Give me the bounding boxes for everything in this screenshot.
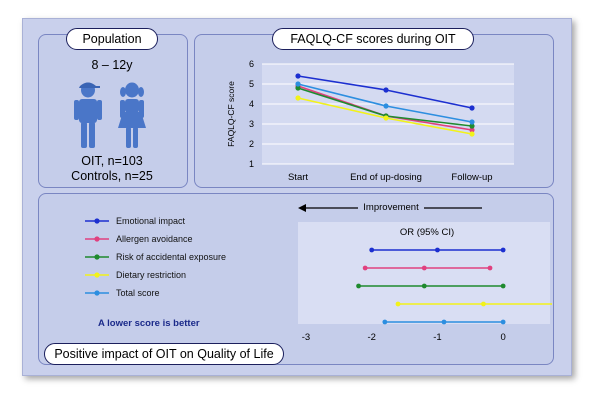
ci-lower-dietary-restriction [395, 301, 401, 307]
legend-swatch [85, 254, 109, 260]
point-dietary-restriction-0 [295, 95, 301, 101]
population-panel [38, 34, 188, 188]
oit-count: OIT, n=103 [81, 154, 143, 168]
legend-label: Emotional impact [116, 216, 186, 226]
point-risk-of-accidental-exposure-0 [295, 85, 301, 91]
point-emotional-impact-0 [295, 73, 301, 79]
legend-swatch-dot [94, 236, 100, 242]
boy-icon [74, 82, 102, 148]
improvement-label: Improvement [363, 202, 419, 213]
legend-swatch [85, 236, 109, 242]
legend-item-total-score: Total score [84, 286, 160, 300]
ci-upper-emotional-impact [500, 247, 506, 253]
forest-x-tick--2: -2 [367, 332, 375, 343]
y-tick-2: 2 [249, 139, 254, 149]
plot-area [262, 64, 514, 164]
x-tick-follow-up: Follow-up [451, 172, 492, 183]
legend-item-risk-of-accidental-exposure: Risk of accidental exposure [84, 250, 226, 264]
estimate-allergen-avoidance [421, 265, 427, 271]
x-tick-end-of-up-dosing: End of up-dosing [350, 172, 422, 183]
y-axis-label: FAQLQ-CF score [226, 81, 236, 147]
ci-lower-total-score [382, 319, 388, 325]
estimate-risk-of-accidental-exposure [421, 283, 427, 289]
point-allergen-avoidance-2 [469, 127, 475, 133]
forest-title: OR (95% CI) [400, 227, 454, 238]
legend-label: Total score [116, 288, 160, 298]
lower-better-note: A lower score is better [98, 318, 200, 329]
forest-legend: Emotional impact Allergen avoidance Risk o… [84, 214, 284, 314]
point-total-score-2 [469, 119, 475, 125]
legend-swatch [85, 218, 109, 224]
point-total-score-1 [383, 103, 389, 109]
ci-lower-allergen-avoidance [362, 265, 368, 271]
estimate-total-score [441, 319, 447, 325]
faqlq-line-chart: 1 2 3 4 5 6 FAQLQ-CF score Start End of up-dosin… [226, 59, 514, 183]
legend-label: Dietary restriction [116, 270, 187, 280]
children-illustration [74, 82, 146, 148]
point-dietary-restriction-2 [469, 131, 475, 137]
ci-upper-total-score [500, 319, 506, 325]
y-tick-4: 4 [249, 99, 254, 109]
faqlq-title: FAQLQ-CF scores during OIT [272, 28, 474, 50]
point-risk-of-accidental-exposure-2 [469, 123, 475, 129]
legend-swatch-dot [94, 218, 100, 224]
improvement-arrow [298, 204, 482, 212]
legend-item-dietary-restriction: Dietary restriction [84, 268, 186, 282]
forest-x-tick-0: 0 [500, 332, 505, 343]
y-tick-5: 5 [249, 79, 254, 89]
point-total-score-0 [295, 81, 301, 87]
forest-x-tick--3: -3 [302, 332, 310, 343]
point-dietary-restriction-1 [383, 115, 389, 121]
ci-upper-risk-of-accidental-exposure [500, 283, 506, 289]
ci-lower-emotional-impact [369, 247, 375, 253]
population-title: Population [66, 28, 158, 50]
estimate-emotional-impact [435, 247, 440, 253]
legend-swatch-dot [94, 290, 100, 296]
point-emotional-impact-2 [469, 105, 475, 111]
y-tick-6: 6 [249, 59, 254, 69]
forest-plot-area [298, 222, 550, 324]
estimate-dietary-restriction [481, 301, 486, 307]
legend-swatch-dot [94, 254, 100, 260]
girl-icon [118, 82, 146, 148]
legend-label: Allergen avoidance [116, 234, 193, 244]
bottom-title: Positive impact of OIT on Quality of Lif… [44, 343, 284, 365]
legend-label: Risk of accidental exposure [116, 252, 227, 262]
legend-swatch [85, 290, 109, 296]
y-tick-1: 1 [249, 159, 254, 169]
x-tick-start: Start [288, 172, 308, 183]
legend-item-allergen-avoidance: Allergen avoidance [84, 232, 193, 246]
age-range: 8 – 12y [91, 58, 133, 72]
ci-lower-risk-of-accidental-exposure [356, 283, 361, 289]
legend-item-emotional-impact: Emotional impact [84, 214, 185, 228]
y-tick-3: 3 [249, 119, 254, 129]
legend-swatch-dot [94, 272, 100, 278]
forest-x-tick--1: -1 [433, 332, 441, 343]
forest-plot: OR (95% CI) -3 -2 -1 0 [298, 222, 552, 343]
controls-count: Controls, n=25 [71, 169, 153, 183]
ci-upper-allergen-avoidance [487, 265, 493, 271]
point-emotional-impact-1 [383, 87, 389, 93]
legend-swatch [85, 272, 109, 278]
